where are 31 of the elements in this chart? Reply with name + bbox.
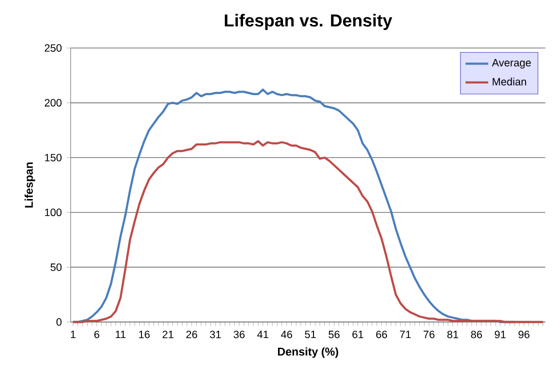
y-tick-label: 100: [45, 208, 62, 216]
x-tick-label: 31: [210, 330, 221, 338]
x-tick-label: 36: [234, 330, 245, 338]
x-tick-label: 11: [116, 330, 126, 338]
x-tick-label: 6: [94, 330, 100, 338]
x-tick-label: 41: [257, 330, 268, 338]
x-tick-label: 81: [447, 330, 458, 338]
x-tick-label: 21: [162, 330, 174, 338]
x-tick-label: 61: [352, 330, 364, 338]
x-tick-label: 66: [376, 330, 388, 338]
y-tick-label: 250: [44, 44, 62, 52]
y-axis-title: Lifespan: [24, 162, 36, 208]
x-tick-label: 1: [70, 330, 76, 338]
x-tick-label: 16: [139, 330, 150, 338]
x-tick-label: 86: [471, 330, 482, 338]
x-tick-label: 46: [280, 330, 292, 338]
x-tick-label: 51: [304, 330, 316, 338]
y-tick-label: 50: [50, 263, 62, 271]
chart-title: Lifespan vs. Density: [224, 14, 392, 30]
y-tick-label: 150: [45, 154, 62, 162]
y-tick-label: 0: [56, 318, 62, 326]
x-tick-label: 91: [494, 330, 506, 338]
x-tick-label: 26: [186, 330, 198, 338]
legend-label: Average: [492, 59, 531, 69]
x-axis-title: Density (%): [278, 347, 338, 358]
legend-label: Median: [492, 78, 526, 86]
x-tick-label: 76: [424, 330, 434, 338]
x-tick-label: 71: [400, 330, 411, 338]
x-tick-label: 56: [328, 330, 340, 338]
x-tick-label: 96: [518, 330, 530, 338]
y-tick-label: 200: [44, 99, 62, 107]
